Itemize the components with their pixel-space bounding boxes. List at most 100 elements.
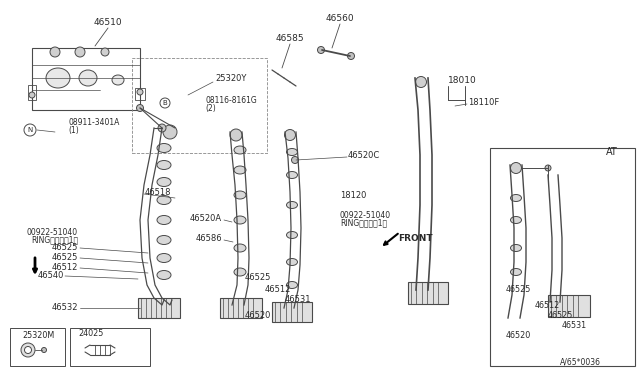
- Text: 00922-51040: 00922-51040: [27, 228, 78, 237]
- Circle shape: [415, 77, 426, 87]
- Text: 46531: 46531: [285, 295, 311, 305]
- Circle shape: [317, 46, 324, 54]
- Bar: [408, 282, 448, 304]
- Bar: [132, 58, 267, 153]
- Text: 46525: 46525: [548, 311, 573, 321]
- Ellipse shape: [287, 259, 298, 266]
- Ellipse shape: [287, 282, 298, 289]
- Circle shape: [230, 129, 242, 141]
- Text: (1): (1): [68, 125, 79, 135]
- Text: N: N: [28, 127, 33, 133]
- Text: 46520C: 46520C: [348, 151, 380, 160]
- Circle shape: [163, 125, 177, 139]
- Text: 46520A: 46520A: [190, 214, 222, 222]
- Circle shape: [136, 105, 143, 112]
- Bar: [10, 328, 65, 366]
- Ellipse shape: [234, 146, 246, 154]
- Text: 46540: 46540: [38, 270, 65, 279]
- Text: 46518: 46518: [145, 187, 172, 196]
- Ellipse shape: [157, 196, 171, 205]
- Circle shape: [42, 347, 47, 353]
- Circle shape: [101, 48, 109, 56]
- Bar: [32, 48, 140, 110]
- Circle shape: [160, 98, 170, 108]
- Text: 46525: 46525: [506, 285, 531, 295]
- Ellipse shape: [234, 244, 246, 252]
- Circle shape: [348, 52, 355, 60]
- Ellipse shape: [511, 244, 522, 251]
- Ellipse shape: [234, 268, 246, 276]
- Ellipse shape: [157, 160, 171, 170]
- Text: FRONT: FRONT: [397, 234, 432, 243]
- Text: 46520: 46520: [245, 311, 271, 320]
- Ellipse shape: [157, 235, 171, 244]
- Text: 18010: 18010: [448, 76, 477, 84]
- Bar: [28, 85, 36, 100]
- Bar: [548, 295, 590, 317]
- Ellipse shape: [112, 75, 124, 85]
- Circle shape: [137, 89, 143, 95]
- Bar: [70, 328, 150, 366]
- Text: 25320Y: 25320Y: [215, 74, 246, 83]
- Ellipse shape: [157, 253, 171, 263]
- Text: 00922-51040: 00922-51040: [340, 211, 391, 219]
- Text: 25320M: 25320M: [22, 330, 54, 340]
- Ellipse shape: [234, 191, 246, 199]
- Text: 46525: 46525: [52, 244, 78, 253]
- Ellipse shape: [234, 216, 246, 224]
- Circle shape: [29, 92, 35, 98]
- Ellipse shape: [287, 148, 298, 155]
- Circle shape: [75, 47, 85, 57]
- Ellipse shape: [511, 195, 522, 202]
- Text: 46520: 46520: [506, 330, 531, 340]
- Text: 46525: 46525: [245, 273, 271, 282]
- Ellipse shape: [46, 68, 70, 88]
- Text: 24025: 24025: [78, 330, 104, 339]
- Circle shape: [291, 157, 298, 164]
- Circle shape: [545, 165, 551, 171]
- Text: 46512: 46512: [265, 285, 291, 295]
- Circle shape: [158, 124, 166, 132]
- Circle shape: [285, 129, 296, 141]
- Circle shape: [50, 47, 60, 57]
- Text: RINGリング（1）: RINGリング（1）: [31, 235, 78, 244]
- Bar: [272, 302, 312, 322]
- Ellipse shape: [157, 270, 171, 279]
- Ellipse shape: [287, 202, 298, 208]
- Text: 08116-8161G: 08116-8161G: [205, 96, 257, 105]
- Bar: [490, 148, 635, 366]
- Text: 46560: 46560: [326, 13, 355, 22]
- Text: RINGリング（1）: RINGリング（1）: [340, 218, 387, 228]
- Text: 08911-3401A: 08911-3401A: [68, 118, 120, 126]
- Text: 18120: 18120: [340, 190, 366, 199]
- Bar: [138, 298, 180, 318]
- Ellipse shape: [157, 177, 171, 186]
- Ellipse shape: [287, 231, 298, 238]
- Circle shape: [21, 343, 35, 357]
- Text: 46512: 46512: [52, 263, 78, 273]
- Text: 18110F: 18110F: [468, 97, 499, 106]
- Ellipse shape: [287, 171, 298, 179]
- Ellipse shape: [79, 70, 97, 86]
- Bar: [220, 298, 262, 318]
- Ellipse shape: [511, 269, 522, 276]
- Circle shape: [24, 346, 31, 353]
- Text: 46585: 46585: [276, 33, 304, 42]
- Text: 46525: 46525: [52, 253, 78, 263]
- Text: B: B: [163, 100, 168, 106]
- Text: 46532: 46532: [51, 304, 78, 312]
- Text: 46531: 46531: [562, 321, 587, 330]
- Text: (2): (2): [205, 103, 216, 112]
- Ellipse shape: [157, 215, 171, 224]
- Text: A/65*0036: A/65*0036: [559, 357, 600, 366]
- Text: 46512: 46512: [535, 301, 560, 310]
- Ellipse shape: [511, 217, 522, 224]
- Circle shape: [511, 163, 522, 173]
- Text: AT: AT: [606, 147, 618, 157]
- Ellipse shape: [234, 166, 246, 174]
- Text: 46586: 46586: [195, 234, 222, 243]
- Bar: [135, 88, 145, 100]
- Text: 46510: 46510: [93, 17, 122, 26]
- Circle shape: [24, 124, 36, 136]
- Ellipse shape: [157, 144, 171, 153]
